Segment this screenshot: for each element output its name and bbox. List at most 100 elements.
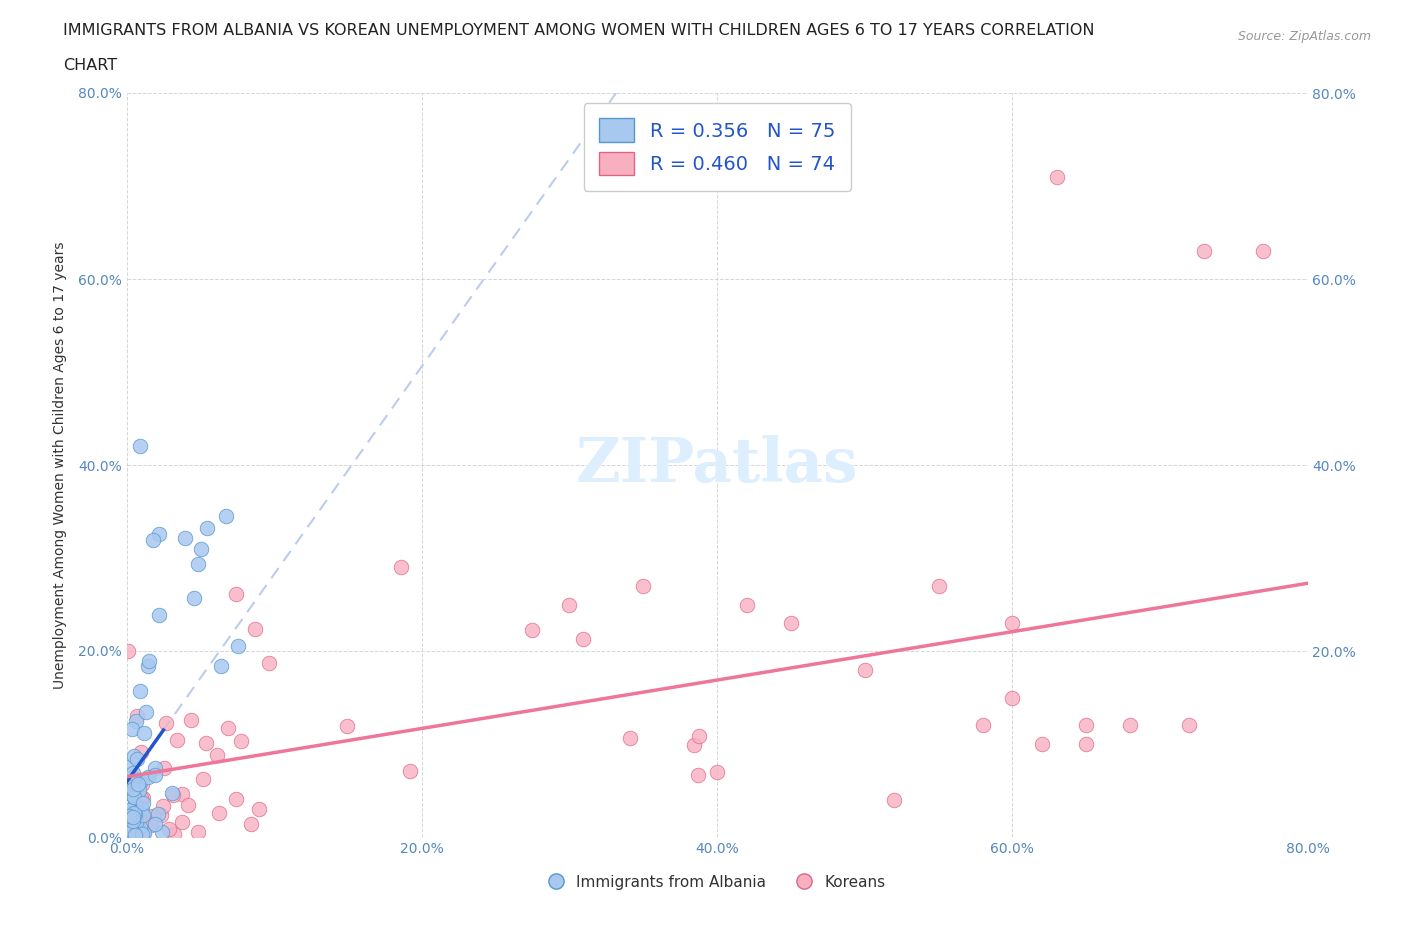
Point [118,819,141,834]
Point [190,542,212,557]
Point [194,736,217,751]
Point [122,781,145,796]
Point [120,816,142,830]
Point [117,644,139,658]
Point [1031,737,1053,751]
Point [118,824,141,839]
Point [217,721,239,736]
Point [131,795,153,810]
Point [122,784,145,799]
Point [117,823,139,838]
Point [153,761,176,776]
Point [148,527,170,542]
Point [136,770,159,785]
Point [160,785,183,800]
Point [152,798,174,813]
Point [124,714,146,729]
Point [1119,718,1142,733]
Point [972,718,994,733]
Point [117,817,139,831]
Point [399,764,422,779]
Text: CHART: CHART [63,58,117,73]
Point [120,828,142,843]
Point [136,658,159,673]
Point [257,656,280,671]
Point [129,819,152,834]
Point [1076,718,1098,733]
Point [706,764,728,779]
Point [128,782,150,797]
Point [142,808,165,823]
Point [619,731,641,746]
Point [122,765,145,780]
Point [121,813,143,828]
Point [121,774,143,789]
Point [138,653,160,668]
Point [336,719,359,734]
Point [117,828,139,843]
Point [150,807,173,822]
Point [143,767,166,782]
Point [187,556,209,571]
Point [1001,616,1024,631]
Point [163,826,186,841]
Point [118,824,141,839]
Point [117,776,139,790]
Point [191,772,214,787]
Point [127,709,149,724]
Point [558,597,581,612]
Point [170,815,193,830]
Point [148,608,170,623]
Point [117,828,139,843]
Point [195,521,218,536]
Point [1001,690,1024,705]
Point [124,796,146,811]
Point [150,824,173,839]
Point [735,597,758,612]
Point [131,827,153,842]
Point [129,791,152,806]
Point [132,725,155,740]
Point [1178,718,1201,733]
Point [135,705,157,720]
Point [127,777,149,791]
Point [683,737,706,752]
Point [122,790,145,804]
Point [124,787,146,802]
Point [214,509,236,524]
Point [853,662,876,677]
Point [883,792,905,807]
Point [138,816,160,830]
Point [121,824,143,839]
Point [208,805,231,820]
Point [243,621,266,636]
Point [118,802,141,817]
Point [128,792,150,807]
Point [125,752,148,767]
Point [125,815,148,830]
Point [124,828,146,843]
Point [128,439,150,454]
Point [166,733,188,748]
Point [520,623,543,638]
Point [132,817,155,831]
Point [117,822,139,837]
Point [209,658,232,673]
Point [155,716,177,731]
Point [121,722,143,737]
Point [225,587,247,602]
Point [146,806,169,821]
Point [631,578,654,593]
Point [143,817,166,831]
Point [389,559,412,574]
Point [157,822,180,837]
Point [134,826,156,841]
Point [231,734,253,749]
Point [779,616,801,631]
Point [1251,244,1274,259]
Point [122,749,145,764]
Point [143,761,166,776]
Point [1045,169,1069,184]
Point [122,809,145,824]
Point [120,817,142,832]
